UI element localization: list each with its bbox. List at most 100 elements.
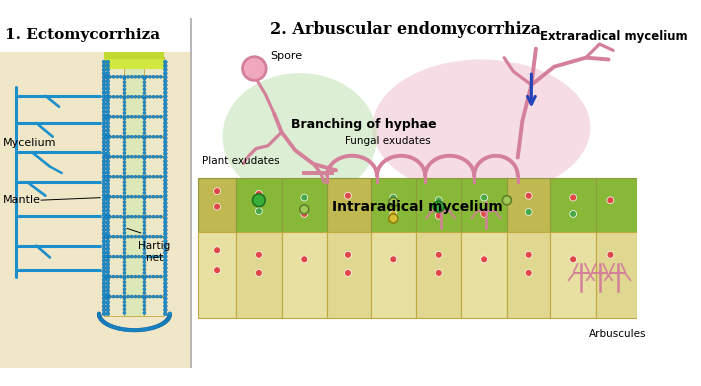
Circle shape [116,295,118,298]
Circle shape [144,255,148,258]
Circle shape [112,75,115,78]
Circle shape [123,197,126,200]
Bar [327,232,371,318]
Bar [104,157,123,176]
Circle shape [102,95,106,98]
Circle shape [123,240,126,244]
Circle shape [134,155,137,158]
Circle shape [102,98,106,102]
Circle shape [108,323,111,327]
Circle shape [127,215,130,218]
Circle shape [159,95,163,98]
Text: Extraradical mycelium: Extraradical mycelium [540,30,688,43]
Circle shape [143,141,146,144]
Circle shape [147,327,150,331]
Circle shape [152,175,155,178]
Circle shape [109,215,111,218]
Circle shape [104,155,108,158]
Circle shape [123,188,126,191]
Circle shape [163,300,168,304]
Circle shape [143,137,146,140]
Circle shape [134,95,137,98]
Circle shape [141,195,144,198]
Circle shape [158,323,163,327]
Circle shape [106,300,110,304]
Circle shape [143,164,146,167]
Circle shape [97,312,101,316]
Circle shape [163,75,168,79]
Bar [507,232,550,318]
Circle shape [143,240,146,244]
Circle shape [143,224,146,227]
Circle shape [123,101,126,104]
Circle shape [119,135,123,138]
Circle shape [130,175,133,178]
Circle shape [163,125,168,129]
Circle shape [102,285,106,289]
Circle shape [123,291,126,295]
Circle shape [100,319,104,322]
Circle shape [123,91,126,95]
Circle shape [143,284,146,287]
Circle shape [130,75,133,78]
Circle shape [141,155,144,158]
Circle shape [143,312,146,315]
Circle shape [525,208,532,215]
Circle shape [143,120,146,124]
Circle shape [143,304,146,307]
Circle shape [112,155,115,158]
Bar [236,232,282,318]
Circle shape [119,235,123,238]
Circle shape [123,312,126,315]
Circle shape [123,184,126,187]
Circle shape [163,64,168,68]
Text: Intraradical mycelium: Intraradical mycelium [332,200,503,213]
Circle shape [159,275,163,278]
Circle shape [154,325,158,328]
Circle shape [143,108,146,111]
Circle shape [143,144,146,147]
Circle shape [163,167,168,171]
Circle shape [390,210,397,217]
Circle shape [123,220,126,223]
Circle shape [127,255,130,258]
Bar [282,232,327,318]
Circle shape [106,102,110,106]
Bar [125,276,144,296]
Circle shape [137,295,140,298]
Circle shape [134,195,137,198]
Circle shape [159,175,163,178]
Circle shape [106,235,110,239]
Circle shape [122,328,126,331]
Circle shape [123,304,126,307]
Circle shape [127,175,130,178]
Circle shape [106,251,110,255]
Circle shape [102,152,106,156]
Circle shape [102,232,106,235]
Circle shape [159,255,163,258]
Circle shape [389,198,398,207]
Circle shape [123,97,126,100]
Bar [327,178,371,232]
Bar [144,257,163,276]
Bar [371,178,416,232]
Circle shape [163,68,168,71]
Circle shape [123,264,126,267]
Circle shape [119,175,123,178]
Circle shape [102,239,106,243]
Circle shape [119,295,123,298]
Circle shape [102,213,106,217]
Circle shape [168,314,172,317]
Circle shape [134,235,137,238]
Circle shape [112,115,115,118]
Circle shape [106,144,110,148]
Circle shape [143,81,146,84]
Bar [104,257,123,276]
Circle shape [109,255,111,258]
Text: Plant exudates: Plant exudates [202,156,279,166]
Circle shape [144,175,148,178]
Circle shape [123,297,126,300]
Circle shape [144,115,148,118]
Circle shape [109,95,111,98]
Bar [104,117,123,136]
